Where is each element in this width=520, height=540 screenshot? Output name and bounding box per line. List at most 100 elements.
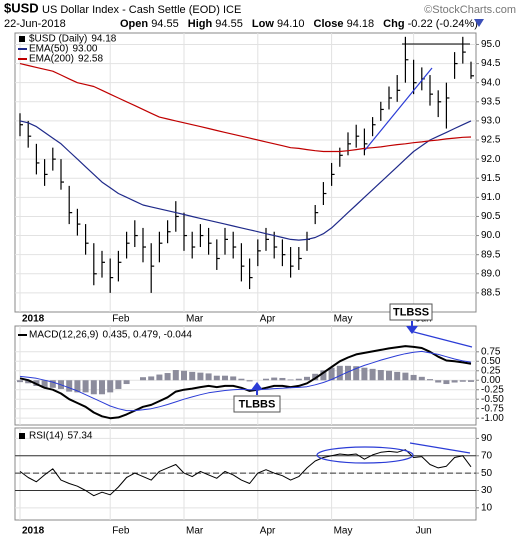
histogram-bar — [304, 376, 310, 381]
y-tick-label: 90.5 — [481, 211, 501, 222]
histogram-bar — [336, 365, 343, 381]
y-tick-label: 90.0 — [481, 230, 501, 241]
rsi-ellipse — [316, 446, 414, 464]
quote-value: 94.55 — [151, 18, 179, 30]
histogram-bar — [410, 374, 417, 381]
histogram-bar — [320, 370, 327, 381]
histogram-bar — [140, 377, 146, 381]
y-tick-label: 95.0 — [481, 39, 501, 50]
x-tick-label: Feb — [112, 314, 130, 325]
histogram-bar — [172, 370, 179, 381]
histogram-bar — [197, 372, 204, 381]
x-tick-label: 2018 — [22, 314, 45, 325]
y-tick-label: 0.25 — [481, 365, 501, 376]
y-tick-label: 89.5 — [481, 249, 501, 260]
y-tick-label: 91.5 — [481, 173, 501, 184]
plot-frame — [14, 427, 477, 521]
histogram-bar — [238, 378, 245, 381]
legend-label: EMA(200) — [29, 54, 74, 65]
histogram-bar — [189, 371, 196, 381]
histogram-bar — [427, 379, 433, 381]
x-tick-label: Mar — [186, 314, 204, 325]
histogram-bar — [230, 376, 237, 381]
y-tick-label: -0.25 — [481, 384, 504, 395]
histogram-bar — [164, 373, 171, 381]
histogram-bar — [205, 373, 212, 381]
macd-divergence-line — [409, 330, 473, 348]
histogram-bar — [402, 372, 409, 381]
histogram-bar — [328, 367, 335, 381]
quote-label: Open — [120, 18, 148, 30]
histogram-bar — [123, 380, 130, 385]
quote-label: Low — [252, 18, 274, 30]
rsi-divergence-line — [409, 442, 471, 454]
trendline — [364, 67, 433, 151]
histogram-bar — [435, 380, 442, 383]
histogram-bar — [107, 380, 114, 393]
legend-label: $USD (Daily) — [29, 34, 87, 45]
series-line — [19, 449, 472, 497]
y-tick-label: -0.50 — [481, 394, 504, 405]
y-tick-label: 94.5 — [481, 58, 501, 69]
histogram-bar — [17, 380, 23, 383]
legend-swatch — [19, 36, 25, 42]
x-tick-label: Mar — [186, 526, 204, 537]
y-tick-label: 91.0 — [481, 192, 501, 203]
y-tick-label: 0.50 — [481, 356, 501, 367]
y-tick-label: 93.5 — [481, 96, 501, 107]
histogram-bar — [74, 380, 81, 393]
legend-label: RSI(14) — [29, 431, 63, 442]
histogram-bar — [394, 371, 401, 381]
quote-value: 94.18 — [347, 18, 375, 30]
histogram-bar — [82, 380, 89, 393]
histogram-bar — [66, 380, 73, 392]
legend-label: MACD(12,26,9) — [29, 330, 98, 341]
histogram-bar — [99, 380, 105, 395]
quote-label: Chg — [383, 18, 404, 30]
annotation-arrow — [251, 382, 263, 395]
symbol: $USD — [4, 0, 39, 15]
y-tick-label: -0.75 — [481, 403, 504, 414]
y-tick-label: 89.0 — [481, 268, 501, 279]
histogram-bar — [295, 378, 302, 381]
y-tick-label: 93.0 — [481, 116, 501, 127]
histogram-bar — [148, 376, 155, 381]
histogram-bar — [49, 380, 56, 388]
y-tick-label: 30 — [481, 485, 493, 496]
annotation-text: TLBBS — [239, 398, 276, 410]
legend-swatch — [19, 433, 25, 439]
title: US Dollar Index - Cash Settle (EOD) ICE — [42, 4, 241, 16]
quote-value: -0.22 (-0.24%) — [408, 18, 478, 30]
series-line — [19, 120, 472, 241]
annotation-box — [389, 303, 433, 321]
quote-value: 94.10 — [277, 18, 305, 30]
histogram-bar — [353, 366, 360, 381]
y-tick-label: 0.75 — [481, 346, 501, 357]
plots: 88.5 89.0 89.5 90.0 90.5 91.0 91.5 92.0 92.5 93.0… — [14, 32, 504, 537]
histogram-bar — [345, 365, 351, 381]
histogram-bar — [459, 380, 466, 382]
x-tick-label: 2018 — [22, 526, 45, 537]
annotation-arrow — [406, 321, 418, 334]
histogram-bar — [181, 370, 187, 381]
series-line — [19, 350, 472, 412]
histogram-bar — [451, 380, 458, 383]
y-tick-label: 50 — [481, 468, 493, 479]
series-line — [19, 63, 472, 153]
quote-label: Close — [314, 18, 344, 30]
legend-label: EMA(50) — [29, 44, 68, 55]
date: 22-Jun-2018 — [4, 18, 66, 30]
annotation-text: TLBSS — [393, 306, 429, 318]
annotations: TLBSS TLBBS — [233, 43, 473, 464]
x-tick-label: May — [334, 526, 353, 537]
y-tick-label: 94.0 — [481, 77, 501, 88]
plot-frame — [14, 32, 477, 313]
change-arrow — [474, 19, 484, 27]
y-tick-label: 90 — [481, 433, 493, 444]
histogram-bar — [312, 373, 319, 381]
y-tick-label: 70 — [481, 450, 493, 461]
histogram-bar — [443, 380, 450, 385]
legend-value: 94.18 — [91, 34, 116, 45]
